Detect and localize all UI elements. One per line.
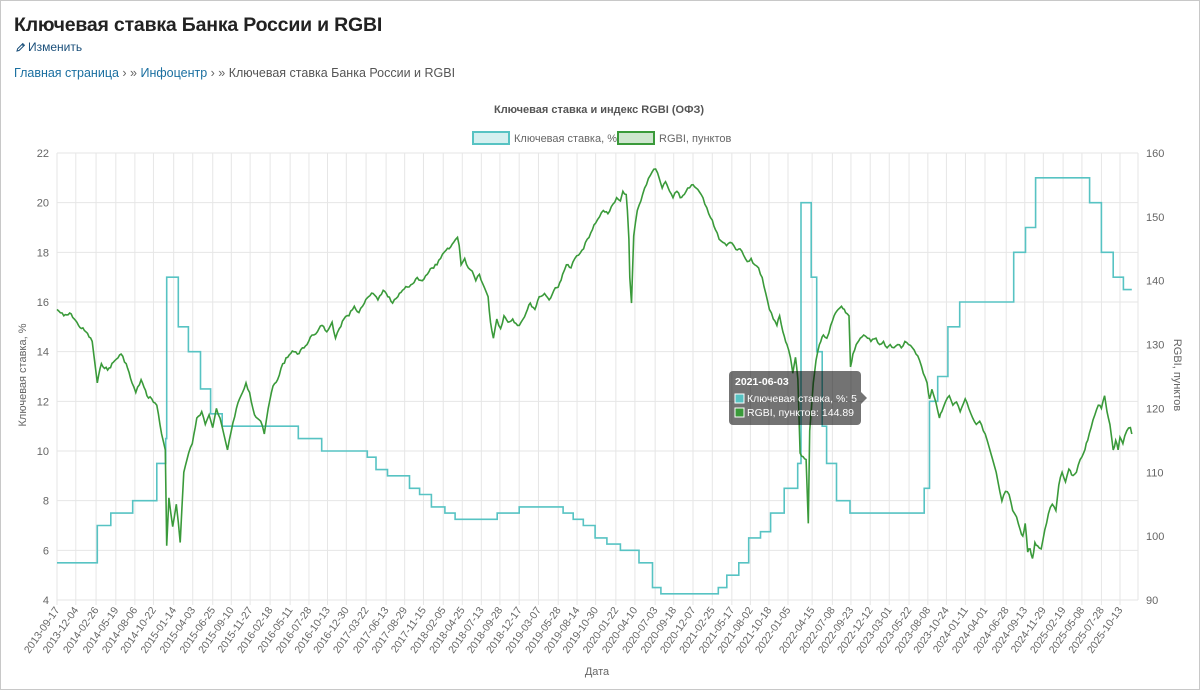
y-right-tick-label: 130 <box>1146 340 1164 352</box>
right-axis: 90 100 110 120 130 140 150 160 <box>1146 148 1164 607</box>
tooltip-background <box>729 371 861 425</box>
y-right-tick-label: 120 <box>1146 403 1164 415</box>
tooltip-item-rgbi: RGBI, пунктов: 144.89 <box>747 407 854 419</box>
y-axis-left-label: Ключевая ставка, % <box>17 323 29 426</box>
y-left-tick-label: 12 <box>37 396 49 408</box>
y-right-tick-label: 100 <box>1146 531 1164 543</box>
chart-title: Ключевая ставка и индекс RGBI (ОФЗ) <box>494 104 704 116</box>
tooltip-date: 2021-06-03 <box>735 376 789 388</box>
tooltip-swatch-rgbi <box>734 407 745 418</box>
y-right-tick-label: 150 <box>1146 212 1164 224</box>
x-axis: 2013-09-172013-12-042014-02-262014-05-19… <box>22 605 1126 656</box>
y-left-tick-label: 14 <box>37 347 49 359</box>
y-left-tick-label: 22 <box>37 148 49 160</box>
y-right-tick-label: 160 <box>1146 148 1164 160</box>
chart-grid <box>56 152 1139 605</box>
legend-item-key-rate[interactable]: Ключевая ставка, % <box>472 131 617 145</box>
page-title: Ключевая ставка Банка России и RGBI <box>14 14 383 36</box>
left-axis: 4 6 8 10 12 14 16 18 20 22 <box>37 148 49 607</box>
series-line-rgbi[interactable] <box>56 168 1133 559</box>
y-right-tick-label: 140 <box>1146 276 1164 288</box>
breadcrumb-separator: › » <box>207 66 229 80</box>
breadcrumb-current: Ключевая ставка Банка России и RGBI <box>228 66 456 80</box>
y-left-tick-label: 18 <box>37 247 49 259</box>
edit-link-label: Изменить <box>28 40 83 54</box>
breadcrumb: Главная страница › » Инфоцентр › » Ключе… <box>14 66 455 80</box>
y-left-tick-label: 16 <box>37 297 49 309</box>
tooltip-swatch-key-rate <box>734 393 745 404</box>
y-left-tick-label: 20 <box>37 198 49 210</box>
tooltip-item-key-rate: Ключевая ставка, %: 5 <box>747 393 857 405</box>
y-left-tick-label: 10 <box>37 446 49 458</box>
y-right-tick-label: 90 <box>1146 595 1158 607</box>
series-line-key-rate[interactable] <box>57 177 1132 595</box>
breadcrumb-infocenter[interactable]: Инфоцентр <box>140 66 208 80</box>
legend: Ключевая ставка, % RGBI, пунктов <box>472 131 732 145</box>
legend-item-rgbi[interactable]: RGBI, пунктов <box>617 131 732 145</box>
breadcrumb-home[interactable]: Главная страница <box>14 66 119 80</box>
pencil-icon <box>16 42 26 52</box>
chart-tooltip: 2021-06-03 Ключевая ставка, %: 5 RGBI, п… <box>729 371 867 425</box>
y-left-tick-label: 6 <box>43 545 49 557</box>
tooltip-caret <box>861 392 867 404</box>
edit-link[interactable]: Изменить <box>16 40 82 54</box>
y-right-tick-label: 110 <box>1146 467 1164 479</box>
legend-label-key-rate: Ключевая ставка, % <box>514 133 617 145</box>
legend-swatch-rgbi <box>617 131 655 145</box>
x-axis-label: Дата <box>585 666 610 678</box>
y-left-tick-label: 8 <box>43 496 49 508</box>
breadcrumb-separator: › » <box>118 66 141 80</box>
legend-label-rgbi: RGBI, пунктов <box>659 133 732 145</box>
y-axis-right-label: RGBI, пунктов <box>1171 339 1183 412</box>
legend-swatch-key-rate <box>472 131 510 145</box>
y-left-tick-label: 4 <box>43 595 49 607</box>
